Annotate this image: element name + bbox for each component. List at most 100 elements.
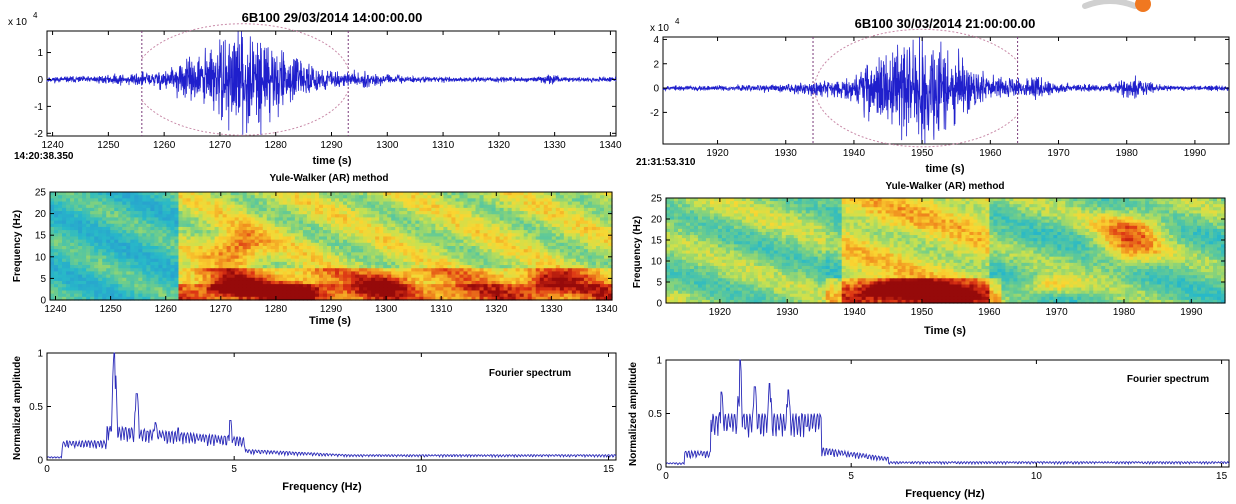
left-spectrogram-cell [495, 239, 501, 244]
left-spectrogram-cell [339, 226, 344, 231]
left-spectrogram-cell [162, 236, 168, 241]
left-spectrogram-cell [154, 195, 159, 199]
left-spectrogram-cell [339, 201, 344, 206]
left-spectrogram-cell [290, 236, 296, 241]
left-spectrogram-cell [427, 261, 432, 266]
left-spectrogram-cell [66, 230, 71, 234]
left-spectrogram-cell [443, 246, 449, 250]
left-spectrogram-cell [583, 293, 589, 298]
left-spectrogram-cell [483, 223, 489, 228]
left-spectrogram-cell [427, 236, 432, 241]
left-spectrogram-cell [70, 211, 75, 215]
left-spectrogram-cell [447, 230, 453, 234]
left-spectrogram-cell [459, 233, 465, 238]
left-spectrogram-cell [431, 214, 436, 219]
left-spectrogram-cell [190, 258, 196, 263]
left-spectrogram-cell [226, 293, 232, 298]
left-spectrogram-cell [90, 198, 95, 203]
left-spectrogram-cell [226, 284, 232, 288]
left-spectrogram-cell [447, 287, 453, 292]
left-spectrogram-cell [507, 277, 513, 282]
left-spectrogram-cell [491, 252, 497, 257]
left-spectrogram-cell [451, 201, 457, 206]
left-spectrogram-cell [218, 195, 224, 199]
left-spectrogram-cell [134, 230, 139, 234]
left-spectrogram-cell [98, 284, 103, 288]
left-spectrogram-cell [583, 246, 589, 250]
left-spectrogram-cell [190, 236, 196, 241]
left-spectrogram-cell [78, 192, 83, 196]
left-spectrogram-cell [451, 255, 457, 260]
left-spectrogram-cell [134, 214, 139, 219]
left-spectrogram-cell [126, 265, 131, 269]
left-spectrogram-cell [387, 265, 392, 269]
left-spectrogram-cell [339, 277, 344, 282]
left-spectrogram-cell [383, 277, 388, 282]
left-spectrogram-cell [174, 236, 180, 241]
left-spectrogram-cell [114, 290, 119, 295]
left-spectrogram-cell [190, 268, 196, 273]
left-spectrogram-cell [375, 261, 380, 266]
left-spectrogram-cell [202, 261, 208, 266]
left-spectrogram-cell [491, 233, 497, 238]
left-spectrogram-cell [511, 255, 517, 260]
left-spectrogram-cell [294, 293, 300, 298]
left-spectrogram-cell [435, 230, 440, 234]
left-column: 6B100 29/03/2014 14:00:00.00 x 10 4 1240… [8, 10, 622, 493]
left-spectrogram-cell [286, 230, 292, 234]
left-spectrogram-cell [415, 220, 420, 225]
left-spectrogram-cell [443, 252, 449, 257]
left-spectrogram-cell [483, 255, 489, 260]
left-spectrogram-cell [555, 195, 561, 199]
left-spectrogram-cell [174, 293, 180, 298]
left-spectrogram-cell [102, 293, 107, 298]
left-spectrogram-cell [102, 217, 107, 222]
left-spectrogram-cell [242, 204, 248, 209]
left-spectrogram-cell [282, 207, 288, 212]
left-spectrogram-cell [503, 204, 509, 209]
left-spectrogram-cell [270, 207, 276, 212]
left-spectrogram-cell [571, 293, 577, 298]
left-spectrogram-cell [463, 277, 469, 282]
left-spectrogram-cell [74, 223, 79, 228]
left-spectrogram-cell [54, 198, 59, 203]
left-spectrogram-cell [539, 242, 545, 247]
left-spectrogram-cell [82, 204, 87, 209]
left-spectrogram-cell [310, 293, 316, 298]
left-spectrogram-cell [587, 290, 593, 295]
left-spectrogram-cell [387, 249, 392, 253]
left-spectrogram-cell [54, 290, 59, 295]
left-spectrogram-cell [371, 192, 376, 196]
left-seismogram-waveform [46, 31, 617, 135]
left-spectrogram-cell [555, 220, 561, 225]
left-spectrogram-cell [463, 223, 469, 228]
left-spectrogram-cell [351, 296, 356, 301]
left-spectrogram-cell [471, 226, 477, 231]
left-spectrogram-cell [94, 255, 99, 260]
left-spectrogram-cell [282, 296, 288, 301]
left-spectrogram-cell [431, 277, 436, 282]
left-spectrogram-cell [451, 214, 457, 219]
left-spectrogram-cell [262, 204, 268, 209]
left-spectrogram-xtick-label: 1310 [430, 304, 453, 315]
left-spectrogram-cell [455, 223, 461, 228]
left-spectrogram-cell [363, 249, 368, 253]
left-spectrogram-cell [547, 223, 553, 228]
left-spectrogram-cell [555, 214, 561, 219]
left-spectrogram-cell [343, 204, 348, 209]
left-spectrogram-cell [359, 201, 364, 206]
left-spectrogram-cell [599, 284, 605, 288]
left-spectrogram-cell [74, 233, 79, 238]
right-spectrogram-cell [797, 198, 803, 202]
left-spectrogram-cell [387, 255, 392, 260]
left-spectrogram-cell [238, 258, 244, 263]
left-spectrogram-cell [262, 268, 268, 273]
left-spectrogram-cell [355, 296, 360, 301]
left-spectrogram-cell [190, 255, 196, 260]
left-spectrogram-cell [266, 230, 272, 234]
left-spectrogram-cell [363, 217, 368, 222]
left-spectrogram-cell [427, 246, 432, 250]
left-spectrogram-cell [162, 296, 168, 301]
left-spectrogram-cell [335, 296, 340, 301]
left-spectrogram-cell [318, 195, 324, 199]
